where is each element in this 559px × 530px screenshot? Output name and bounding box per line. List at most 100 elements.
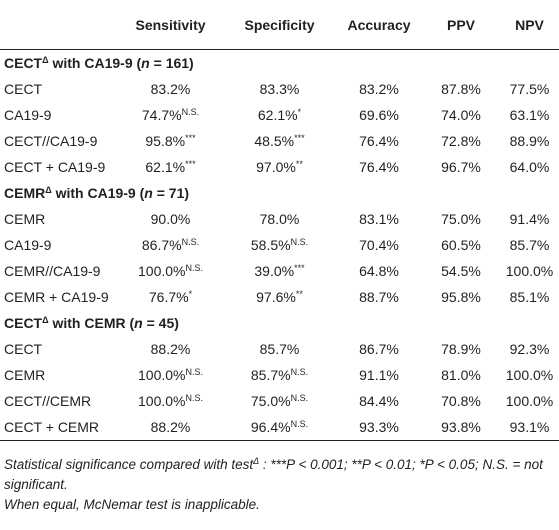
text-segment: with CEMR ( xyxy=(48,315,135,331)
significance: N.S. xyxy=(290,237,309,247)
cell: 100.0%N.S. xyxy=(118,258,223,284)
significance: *** xyxy=(294,133,305,143)
data-row: CECT 83.2% 83.3% 83.2% 87.8% 77.5% xyxy=(0,76,559,102)
row-label: CECT xyxy=(4,81,43,97)
cell: 72.8% xyxy=(441,133,481,149)
cell: 91.1% xyxy=(359,367,399,383)
text-segment: CECT xyxy=(4,315,43,331)
row-label: CECT//CEMR xyxy=(4,393,92,409)
cell: 88.2% xyxy=(150,341,191,357)
cell: 92.3% xyxy=(509,341,550,357)
cell: 100.0%N.S. xyxy=(118,388,223,414)
corner xyxy=(0,0,118,50)
text-segment: n xyxy=(134,315,143,331)
cell: 58.5%N.S. xyxy=(223,232,336,258)
row-label: CA19-9 xyxy=(4,107,52,123)
section-row: CEMRΔ with CA19-9 (n = 71) xyxy=(0,180,559,206)
cell: 87.8% xyxy=(441,81,481,97)
cell: 54.5% xyxy=(441,263,481,279)
cell: 83.1% xyxy=(359,211,399,227)
data-row: CEMR + CA19-9 76.7%* 97.6%** 88.7% 95.8% 85.1… xyxy=(0,284,559,310)
cell: 70.4% xyxy=(359,237,399,253)
text-segment: = 71) xyxy=(152,185,190,201)
cell: 93.8% xyxy=(422,414,500,441)
data-row: CECT//CEMR 100.0%N.S. 75.0%N.S. 84.4% 70.8% 1… xyxy=(0,388,559,414)
text-segment: CECT xyxy=(4,55,43,71)
text-segment: with CA19-9 ( xyxy=(48,55,142,71)
footnote: Statistical significance compared with t… xyxy=(4,455,555,495)
data-row: CA19-9 86.7%N.S. 58.5%N.S. 70.4% 60.5% 85.7% xyxy=(0,232,559,258)
row-label: CECT + CEMR xyxy=(0,414,118,441)
column-header: Specificity xyxy=(223,0,336,50)
cell: 83.2% xyxy=(150,81,191,97)
cell: 86.7% xyxy=(359,341,399,357)
cell-value: 48.5% xyxy=(254,133,295,149)
cell: 64.8% xyxy=(359,263,399,279)
cell: 85.7% xyxy=(259,341,300,357)
cell: 84.4% xyxy=(359,393,399,409)
cell: 100.0% xyxy=(505,367,554,383)
text-segment: Δ xyxy=(42,315,49,325)
cell-value: 100.0% xyxy=(138,367,186,383)
significance: N.S. xyxy=(181,107,200,117)
cell: 48.5%*** xyxy=(223,128,336,154)
cell: 70.8% xyxy=(441,393,481,409)
row-label: CECT xyxy=(4,341,43,357)
column-header: NPV xyxy=(500,0,559,50)
data-row: CECT//CA19-9 95.8%*** 48.5%*** 76.4% 72.8% 88… xyxy=(0,128,559,154)
cell: 77.5% xyxy=(509,81,550,97)
cell: 74.0% xyxy=(441,107,481,123)
significance: N.S. xyxy=(290,393,309,403)
significance: * xyxy=(297,107,302,117)
cell-value: 39.0% xyxy=(254,263,295,279)
text-segment: When equal, McNemar test is inapplicable… xyxy=(4,497,260,512)
cell: 63.1% xyxy=(509,107,550,123)
cell: 96.7% xyxy=(441,159,481,175)
cell-value: 86.7% xyxy=(141,237,182,253)
column-header: Sensitivity xyxy=(118,0,223,50)
cell: 88.7% xyxy=(359,289,399,305)
significance: N.S. xyxy=(290,419,309,429)
cell: 74.7%N.S. xyxy=(118,102,223,128)
text-segment: : ***P < 0.001; **P < 0.01; *P < 0.05; N… xyxy=(4,457,543,492)
results-table: Sensitivity Specificity Accuracy PPV NPV CEC… xyxy=(0,0,559,441)
section-row: CECTΔ with CEMR (n = 45) xyxy=(0,310,559,336)
cell: 78.9% xyxy=(441,341,481,357)
cell: 62.1%*** xyxy=(118,154,223,180)
cell: 100.0%N.S. xyxy=(118,362,223,388)
row-label: CEMR xyxy=(4,367,46,383)
cell-value: 97.0% xyxy=(256,159,296,175)
cell: 95.8%*** xyxy=(118,128,223,154)
text-segment: n xyxy=(144,185,153,201)
data-row: CECT + CA19-9 62.1%*** 97.0%** 76.4% 96.7% 64… xyxy=(0,154,559,180)
cell-value: 62.1% xyxy=(257,107,298,123)
significance: *** xyxy=(185,159,196,169)
text-segment: Δ xyxy=(253,456,260,466)
footnote: When equal, McNemar test is inapplicable… xyxy=(4,495,555,515)
cell: 83.2% xyxy=(359,81,399,97)
significance: N.S. xyxy=(181,237,200,247)
text-segment: n xyxy=(141,55,150,71)
significance: N.S. xyxy=(185,263,203,273)
significance: ** xyxy=(295,159,303,169)
row-label: CECT//CA19-9 xyxy=(4,133,98,149)
cell: 76.4% xyxy=(359,159,399,175)
cell: 85.7% xyxy=(509,237,550,253)
significance: ** xyxy=(295,289,303,299)
row-label: CECT + CA19-9 xyxy=(4,159,106,175)
footnotes: Statistical significance compared with t… xyxy=(0,441,559,515)
cell: 81.0% xyxy=(441,367,481,383)
significance: *** xyxy=(294,263,305,273)
cell-value: 58.5% xyxy=(250,237,291,253)
cell: 60.5% xyxy=(441,237,481,253)
cell-value: 96.4% xyxy=(250,419,291,435)
cell-value: 74.7% xyxy=(141,107,182,123)
text-segment: Statistical significance compared with t… xyxy=(4,457,254,472)
cell: 100.0% xyxy=(505,393,554,409)
section-title: CEMRΔ with CA19-9 (n = 71) xyxy=(0,180,559,206)
cell: 88.9% xyxy=(509,133,550,149)
cell-value: 100.0% xyxy=(138,393,186,409)
cell-value: 97.6% xyxy=(256,289,296,305)
row-label: CEMR//CA19-9 xyxy=(4,263,101,279)
